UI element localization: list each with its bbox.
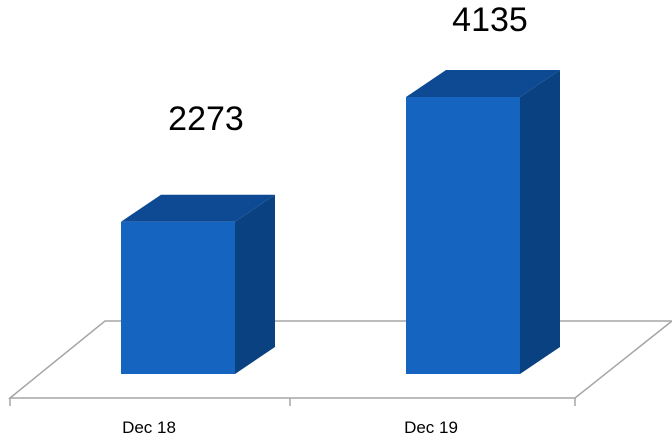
data-label: 4135 — [452, 1, 528, 39]
bar-side — [520, 70, 560, 374]
bar — [406, 70, 560, 374]
bar-front — [406, 97, 520, 374]
category-label: Dec 18 — [122, 418, 176, 437]
bar-side — [235, 194, 275, 374]
data-label: 2273 — [168, 100, 244, 138]
floor-plane — [7, 320, 672, 399]
bars — [121, 70, 560, 374]
bar-top — [121, 194, 275, 222]
bar-top — [406, 70, 560, 97]
bar-front — [121, 221, 235, 374]
chart-floor — [7, 320, 672, 406]
category-label: Dec 19 — [404, 418, 458, 437]
data-labels: 2273 4135 — [168, 1, 528, 138]
bar — [121, 194, 275, 374]
category-labels: Dec 18 Dec 19 — [122, 418, 458, 437]
